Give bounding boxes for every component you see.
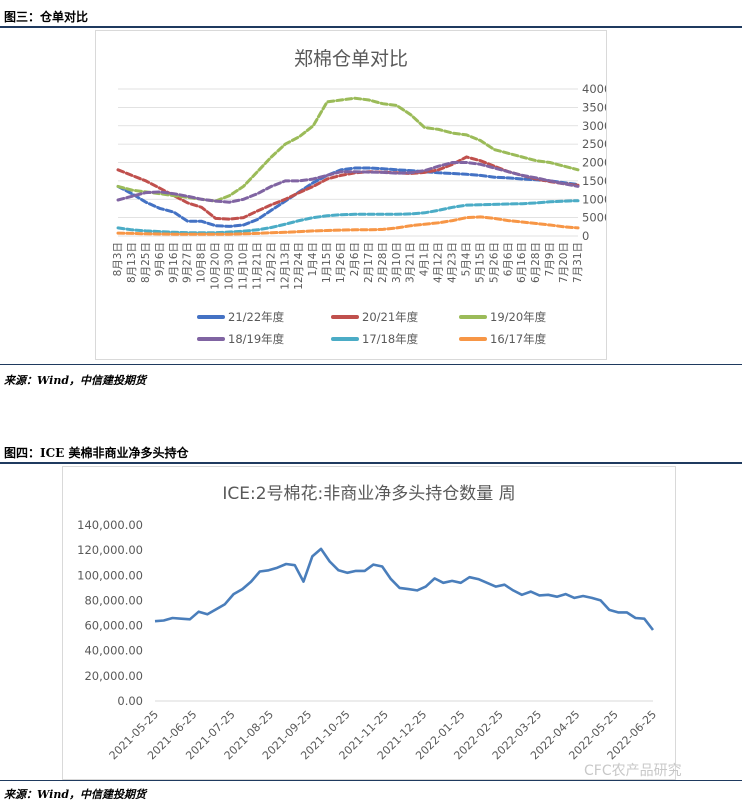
chart1-xtick-label-18: 2月17日 [363,242,375,283]
chart2-svg: ICE:2号棉花:非商业净多头持仓数量 周 0.00 20,000.00 40,000… [77,484,659,762]
chart1-xtick-label-23: 4月12日 [433,242,445,283]
ice-cotton-net-long-chart: ICE:2号棉花:非商业净多头持仓数量 周 0.00 20,000.00 40,000… [62,466,676,780]
chart2-ytick-label-0: 0.00 [117,694,143,708]
chart1-xtick-label-17: 2月6日 [349,242,361,276]
chart1-xtick-label-0: 8月3日 [112,242,124,276]
chart1-ytick-label-3: 15000 [582,174,606,188]
chart1-series-line-1 [116,155,580,221]
chart1-ytick-label-0: 0 [582,229,589,243]
chart1-xtick-label-30: 6月28日 [530,242,542,283]
chart1-xtick-label-16: 1月26日 [335,242,347,283]
chart1-xtick-label-14: 1月4日 [307,242,319,276]
chart1-xtick-label-33: 7月31日 [572,242,584,283]
chart1-legend-label-1: 20/21年度 [362,310,419,324]
chart1-legend-label-3: 18/19年度 [228,332,285,346]
chart1-xtick-label-32: 7月20日 [558,242,570,283]
chart1-series-line-0 [116,166,580,228]
warehouse-receipt-chart: 郑棉仓单对比 0 5000 10000 15000 20000 25000 30000 3500… [95,30,619,360]
chart1-xtick-label-8: 10月30日 [224,242,236,290]
chart1-xtick-label-25: 5月4日 [460,242,472,276]
chart1-xtick-label-21: 3月21日 [405,242,417,283]
chart2-ytick-label-6: 120,000.00 [77,543,143,557]
chart2-title: ICE:2号棉花:非商业净多头持仓数量 周 [222,484,515,504]
chart1-ytick-label-7: 35000 [582,100,606,114]
chart1-xtick-label-9: 11月10日 [237,242,249,290]
chart1-xtick-label-24: 4月23日 [447,242,459,283]
chart1-xtick-label-15: 1月15日 [321,242,333,283]
chart1-xtick-label-4: 9月16日 [168,242,180,283]
figure2-source: 来源：Wind，中信建投期货 [4,788,147,801]
chart2-ytick-label-1: 20,000.00 [84,669,143,683]
chart1-ytick-label-4: 20000 [582,156,606,170]
figure1-caption: 图三：仓单对比 [4,10,89,24]
chart1-legend-label-2: 19/20年度 [490,310,547,324]
chart1-xtick-label-6: 10月8日 [196,242,208,283]
chart1-ytick-label-2: 10000 [582,192,606,206]
chart1-ytick-label-8: 40000 [582,82,606,96]
chart1-xtick-label-1: 8月13日 [126,242,138,283]
chart1-xtick-label-19: 2月28日 [377,242,389,283]
chart1-xtick-label-3: 9月6日 [154,242,166,276]
chart1-xtick-label-28: 6月6日 [502,242,514,276]
chart1-xtick-label-12: 12月13日 [279,242,291,290]
chart2-ytick-label-5: 100,000.00 [77,568,143,582]
figure1-source: 来源：Wind，中信建投期货 [4,374,147,387]
chart2-ytick-label-7: 140,000.00 [77,518,143,532]
chart1-xtick-label-7: 10月20日 [210,242,222,290]
chart1-series-line-5 [116,215,580,236]
chart1-svg: 郑棉仓单对比 0 5000 10000 15000 20000 25000 30000 3500… [112,48,619,346]
chart1-series-line-2 [116,96,580,203]
figure2-caption: 图四：ICE 美棉非商业净多头持仓 [4,446,189,460]
figure2-bottom-rule [0,780,742,781]
chart1-ytick-label-5: 25000 [582,137,606,151]
chart1-xtick-label-20: 3月10日 [391,242,403,283]
chart1-xtick-label-22: 4月1日 [419,242,431,276]
chart1-ytick-label-6: 30000 [582,119,606,133]
chart1-xtick-label-29: 6月16日 [516,242,528,283]
chart1-legend-label-5: 16/17年度 [490,332,547,346]
figure2-top-rule [0,462,742,464]
chart1-xtick-label-26: 5月15日 [474,242,486,283]
chart1-xtick-label-5: 9月27日 [182,242,194,283]
chart2-ytick-label-3: 60,000.00 [84,619,143,633]
chart1-legend-label-0: 21/22年度 [228,310,285,324]
chart1-title: 郑棉仓单对比 [294,48,408,70]
chart2-ytick-label-4: 80,000.00 [84,593,143,607]
chart1-series-line-4 [116,199,580,235]
chart2-ytick-label-2: 40,000.00 [84,644,143,658]
chart1-ytick-label-1: 5000 [582,211,606,225]
figure1-top-rule [0,26,742,28]
figure1-bottom-rule [0,364,742,365]
watermark-text: CFC农产品研究 [584,763,682,779]
chart2-series-line [154,547,655,631]
chart1-legend-label-4: 17/18年度 [362,332,419,346]
chart1-series-line-3 [116,161,580,204]
chart1-xtick-label-31: 7月9日 [544,242,556,276]
chart1-xtick-label-10: 11月21日 [251,242,263,290]
chart1-xtick-label-27: 5月26日 [488,242,500,283]
chart1-xtick-label-2: 8月25日 [140,242,152,283]
chart1-xtick-label-13: 12月24日 [293,242,305,290]
chart1-xtick-label-11: 12月2日 [265,242,277,283]
